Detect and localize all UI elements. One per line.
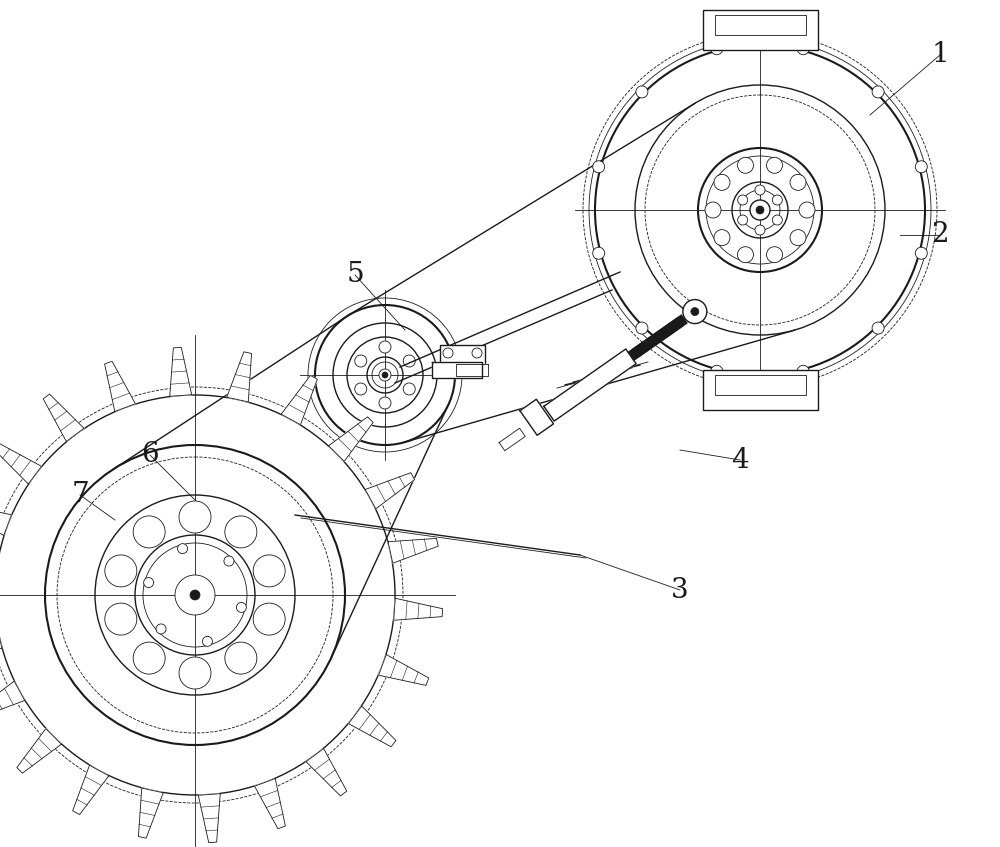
Polygon shape	[17, 728, 61, 773]
Polygon shape	[255, 778, 285, 828]
Circle shape	[355, 383, 367, 395]
Circle shape	[179, 657, 211, 689]
Polygon shape	[329, 417, 373, 462]
Circle shape	[636, 86, 648, 98]
Circle shape	[915, 161, 927, 173]
Polygon shape	[520, 399, 554, 435]
Circle shape	[738, 195, 748, 205]
Circle shape	[133, 516, 165, 548]
Polygon shape	[306, 749, 347, 796]
Circle shape	[190, 590, 200, 600]
Circle shape	[714, 230, 730, 246]
Polygon shape	[349, 706, 396, 747]
Circle shape	[691, 307, 699, 316]
Circle shape	[915, 247, 927, 259]
Circle shape	[236, 602, 246, 612]
Bar	[714, 375, 806, 395]
Text: 3: 3	[671, 577, 689, 604]
Circle shape	[714, 174, 730, 191]
Circle shape	[872, 86, 884, 98]
Circle shape	[790, 174, 806, 191]
Polygon shape	[0, 505, 11, 535]
Circle shape	[772, 215, 782, 225]
Polygon shape	[379, 655, 429, 685]
Text: 1: 1	[931, 42, 949, 69]
Polygon shape	[73, 765, 109, 815]
Circle shape	[593, 247, 605, 259]
Circle shape	[355, 355, 367, 367]
Circle shape	[636, 322, 648, 334]
Circle shape	[144, 578, 154, 588]
Bar	[440, 345, 485, 375]
Polygon shape	[105, 362, 135, 412]
Circle shape	[224, 556, 234, 566]
Polygon shape	[365, 473, 415, 509]
Circle shape	[253, 603, 285, 635]
Polygon shape	[198, 794, 220, 843]
Polygon shape	[0, 627, 2, 651]
Polygon shape	[432, 362, 482, 378]
Circle shape	[772, 195, 782, 205]
Circle shape	[105, 603, 137, 635]
Circle shape	[403, 355, 415, 367]
Bar	[714, 15, 806, 35]
Circle shape	[755, 185, 765, 195]
Polygon shape	[0, 681, 25, 717]
Circle shape	[472, 348, 482, 358]
Circle shape	[403, 383, 415, 395]
Circle shape	[711, 365, 723, 377]
Polygon shape	[394, 598, 443, 620]
Circle shape	[756, 206, 764, 214]
Circle shape	[253, 555, 285, 587]
Circle shape	[225, 642, 257, 674]
Circle shape	[156, 624, 166, 634]
Circle shape	[175, 575, 215, 615]
Text: 6: 6	[141, 441, 159, 468]
Circle shape	[379, 397, 391, 409]
Polygon shape	[43, 394, 84, 441]
Circle shape	[767, 246, 783, 263]
Circle shape	[755, 225, 765, 235]
Circle shape	[179, 501, 211, 533]
Text: 7: 7	[71, 481, 89, 508]
Circle shape	[705, 202, 721, 218]
Polygon shape	[388, 539, 438, 563]
Circle shape	[178, 544, 188, 554]
Circle shape	[593, 161, 605, 173]
Circle shape	[711, 42, 723, 55]
Circle shape	[202, 636, 212, 646]
Circle shape	[738, 215, 748, 225]
Polygon shape	[227, 352, 252, 402]
Circle shape	[225, 516, 257, 548]
Circle shape	[683, 300, 707, 324]
Text: 5: 5	[346, 262, 364, 289]
Circle shape	[379, 341, 391, 353]
Circle shape	[790, 230, 806, 246]
Polygon shape	[170, 347, 192, 396]
Circle shape	[133, 642, 165, 674]
Polygon shape	[544, 349, 636, 421]
Circle shape	[797, 42, 809, 55]
Circle shape	[105, 555, 137, 587]
Polygon shape	[138, 788, 163, 839]
Circle shape	[443, 348, 453, 358]
Circle shape	[797, 365, 809, 377]
Circle shape	[379, 369, 391, 381]
Polygon shape	[281, 375, 317, 424]
Circle shape	[737, 246, 753, 263]
Circle shape	[872, 322, 884, 334]
Text: 4: 4	[731, 446, 749, 473]
Circle shape	[767, 158, 783, 174]
Polygon shape	[456, 364, 488, 376]
Circle shape	[382, 372, 388, 378]
Circle shape	[737, 158, 753, 174]
Bar	[702, 10, 818, 50]
Circle shape	[750, 200, 770, 220]
Polygon shape	[0, 443, 41, 484]
Bar	[702, 370, 818, 410]
Circle shape	[799, 202, 815, 218]
Polygon shape	[499, 429, 525, 451]
Text: 2: 2	[931, 222, 949, 248]
